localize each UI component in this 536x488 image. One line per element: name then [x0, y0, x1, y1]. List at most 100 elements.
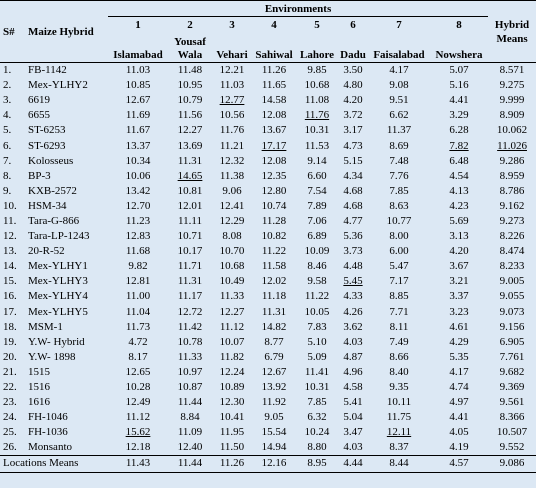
serial-number: 17.	[3, 305, 17, 318]
table-row: 9. KXB-2572 13.42 10.81 9.06 12.80 7.54 4.68 7.8…	[0, 184, 536, 199]
value-cell: 8.69	[389, 139, 409, 152]
value-cell: 12.02	[261, 275, 287, 288]
value-cell: 11.73	[125, 320, 151, 333]
value-cell: 5.07	[449, 64, 469, 77]
value-cell: 11.11	[178, 214, 202, 227]
value-cell: 9.05	[264, 411, 284, 424]
serial-number: 13.	[3, 245, 17, 258]
value-cell: 8.37	[389, 441, 409, 454]
hybrid-name: FH-1046	[28, 411, 68, 424]
serial-number: 15.	[3, 275, 17, 288]
value-cell: 11.17	[177, 290, 203, 303]
value-cell: 10.507	[496, 426, 528, 439]
table-row: 18. MSM-1 11.73 11.42 11.12 14.82 7.83 3.62 8.11…	[0, 320, 536, 335]
value-cell: 14.82	[261, 320, 287, 333]
location-name: Faisalabad	[368, 32, 430, 63]
value-cell: 4.41	[449, 411, 469, 424]
hybrid-name: BP-3	[28, 169, 51, 182]
serial-number: 26.	[3, 441, 17, 454]
value-cell: 4.03	[343, 441, 363, 454]
hybrid-name: MSM-1	[28, 320, 63, 333]
hybrid-name: Mex-YLHY4	[28, 290, 88, 303]
value-cell: 9.275	[499, 79, 525, 92]
value-cell: 4.61	[449, 320, 469, 333]
value-cell: 10.17	[177, 245, 203, 258]
value-cell: 7.761	[499, 350, 525, 363]
value-cell: 4.44	[338, 455, 368, 473]
value-cell: 4.29	[449, 335, 469, 348]
hybrid-header: Maize Hybrid	[22, 0, 108, 63]
value-cell: 11.18	[261, 290, 287, 303]
value-cell: 8.08	[222, 230, 242, 243]
value-cell: 12.24	[219, 365, 245, 378]
value-cell: 4.34	[343, 169, 363, 182]
value-cell: 5.35	[449, 350, 469, 363]
hybrid-name: 6655	[28, 109, 50, 122]
serial-number: 21.	[3, 365, 17, 378]
value-cell: 8.571	[499, 64, 525, 77]
value-cell: 11.76	[219, 124, 245, 137]
value-cell: 4.72	[128, 335, 148, 348]
yield-table: S# Maize Hybrid Environments Hybrid Mean…	[0, 0, 536, 473]
value-cell: 11.33	[177, 350, 203, 363]
value-cell: 11.43	[108, 455, 168, 473]
value-cell: 5.36	[343, 230, 363, 243]
value-cell: 11.22	[261, 245, 287, 258]
value-cell: 12.27	[177, 124, 203, 137]
value-cell: 3.72	[343, 109, 363, 122]
table-row: 12. Tara-LP-1243 12.83 10.71 8.08 10.82 6.89 5.…	[0, 229, 536, 244]
location-name: Nowshera	[430, 32, 489, 63]
value-cell: 4.54	[449, 169, 469, 182]
value-cell: 11.50	[219, 441, 245, 454]
value-cell: 5.45	[343, 275, 363, 288]
value-cell: 9.999	[499, 94, 525, 107]
env-number: 2	[187, 18, 193, 31]
value-cell: 10.09	[304, 245, 330, 258]
hybrid-name: ST-6293	[28, 139, 66, 152]
table-row: 1. FB-1142 11.03 11.48 12.21 11.26 9.85 3.50 4.1…	[0, 63, 536, 79]
hybrid-name: 20-R-52	[28, 245, 65, 258]
value-cell: 9.85	[307, 64, 327, 77]
value-cell: 11.75	[386, 411, 412, 424]
table-row: 20. Y.W- 1898 8.17 11.33 11.82 6.79 5.09 4.87 8.…	[0, 350, 536, 365]
value-cell: 12.67	[261, 365, 287, 378]
hybrid-name: 6619	[28, 94, 50, 107]
sn-header: S#	[0, 0, 22, 63]
value-cell: 8.959	[499, 169, 525, 182]
value-cell: 10.062	[496, 124, 528, 137]
value-cell: 17.17	[261, 139, 287, 152]
value-cell: 11.68	[125, 245, 151, 258]
value-cell: 6.32	[307, 411, 327, 424]
value-cell: 9.35	[389, 381, 409, 394]
value-cell: 4.57	[430, 455, 489, 473]
value-cell: 10.74	[261, 199, 287, 212]
table-row: 7. Kolosseus 10.34 11.31 12.32 12.08 9.14 5.15 7…	[0, 154, 536, 169]
table-row: 26. Monsanto 12.18 12.40 11.50 14.94 8.80 4.03 8…	[0, 440, 536, 456]
value-cell: 12.27	[219, 305, 245, 318]
value-cell: 3.62	[343, 320, 363, 333]
table-body: 1. FB-1142 11.03 11.48 12.21 11.26 9.85 3.50 4.1…	[0, 63, 536, 473]
value-cell: 9.005	[499, 275, 525, 288]
value-cell: 8.11	[389, 320, 409, 333]
value-cell: 11.09	[177, 426, 203, 439]
value-cell: 12.08	[261, 154, 287, 167]
value-cell: 6.00	[389, 245, 409, 258]
value-cell: 11.44	[168, 455, 212, 473]
value-cell: 8.00	[389, 230, 409, 243]
value-cell: 5.69	[449, 214, 469, 227]
value-cell: 4.97	[449, 396, 469, 409]
value-cell: 10.95	[177, 79, 203, 92]
value-cell: 10.68	[219, 260, 245, 273]
hybrid-name: Kolosseus	[28, 154, 74, 167]
value-cell: 4.68	[343, 199, 363, 212]
value-cell: 6.60	[307, 169, 327, 182]
value-cell: 7.54	[307, 184, 327, 197]
value-cell: 10.49	[219, 275, 245, 288]
value-cell: 9.14	[307, 154, 327, 167]
value-cell: 11.71	[177, 260, 203, 273]
value-cell: 12.49	[125, 396, 151, 409]
serial-number: 5.	[3, 124, 12, 137]
table-row: 23. 1616 12.49 11.44 12.30 11.92 7.85 5.41 10.11…	[0, 395, 536, 410]
value-cell: 7.83	[307, 320, 327, 333]
value-cell: 8.84	[180, 411, 200, 424]
